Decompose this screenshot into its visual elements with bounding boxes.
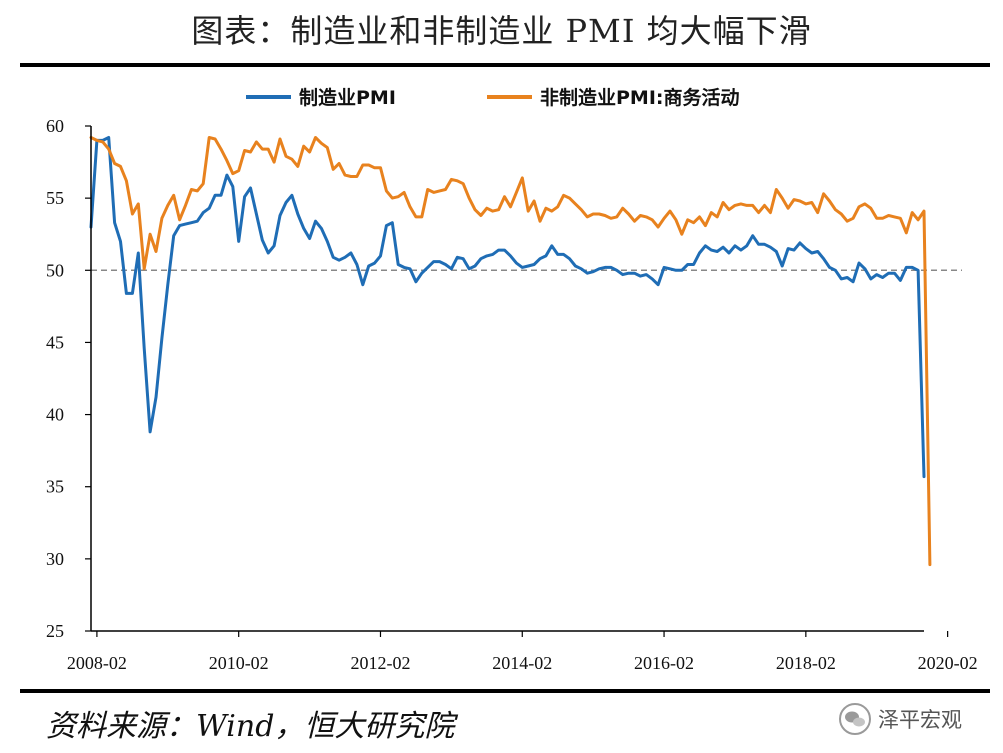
y-tick-label: 35 — [46, 477, 64, 497]
source-note: 资料来源：Wind，恒大研究院 — [46, 709, 455, 744]
x-tick-label: 2020-02 — [918, 653, 978, 673]
bottom-divider — [20, 689, 990, 693]
legend: 制造业PMI 非制造业PMI:商务活动 — [246, 86, 740, 109]
x-tick-label: 2016-02 — [634, 653, 694, 673]
legend-label: 非制造业PMI:商务活动 — [540, 86, 740, 109]
top-divider — [20, 63, 990, 67]
series-line-manufacturing — [89, 136, 926, 479]
x-tick-label: 2008-02 — [67, 653, 127, 673]
x-tick-label: 2010-02 — [209, 653, 269, 673]
axes: 25 30 35 40 45 50 55 60 2008-02 2010-02 2012-02 201… — [46, 116, 978, 673]
series-line-non-manufacturing — [89, 136, 932, 567]
pmi-line-chart: 制造业PMI 非制造业PMI:商务活动 25 30 35 40 45 50 55 60 2008-… — [46, 86, 978, 673]
legend-label: 制造业PMI — [299, 86, 396, 109]
series-layer — [89, 136, 932, 567]
watermark-label: 泽平宏观 — [878, 708, 962, 732]
wechat-icon — [838, 702, 872, 736]
x-tick-label: 2012-02 — [350, 653, 410, 673]
x-tick-label: 2018-02 — [776, 653, 836, 673]
y-tick-label: 30 — [46, 549, 64, 569]
y-tick-label: 45 — [46, 332, 64, 352]
chart-title: 图表：制造业和非制造业 PMI 均大幅下滑 — [191, 12, 812, 50]
x-tick-label: 2014-02 — [492, 653, 552, 673]
y-tick-label: 55 — [46, 188, 64, 208]
y-tick-label: 40 — [46, 405, 64, 425]
y-tick-label: 25 — [46, 621, 64, 641]
watermark: 泽平宏观 — [838, 702, 962, 736]
y-tick-label: 60 — [46, 116, 64, 136]
y-tick-label: 50 — [46, 260, 64, 280]
